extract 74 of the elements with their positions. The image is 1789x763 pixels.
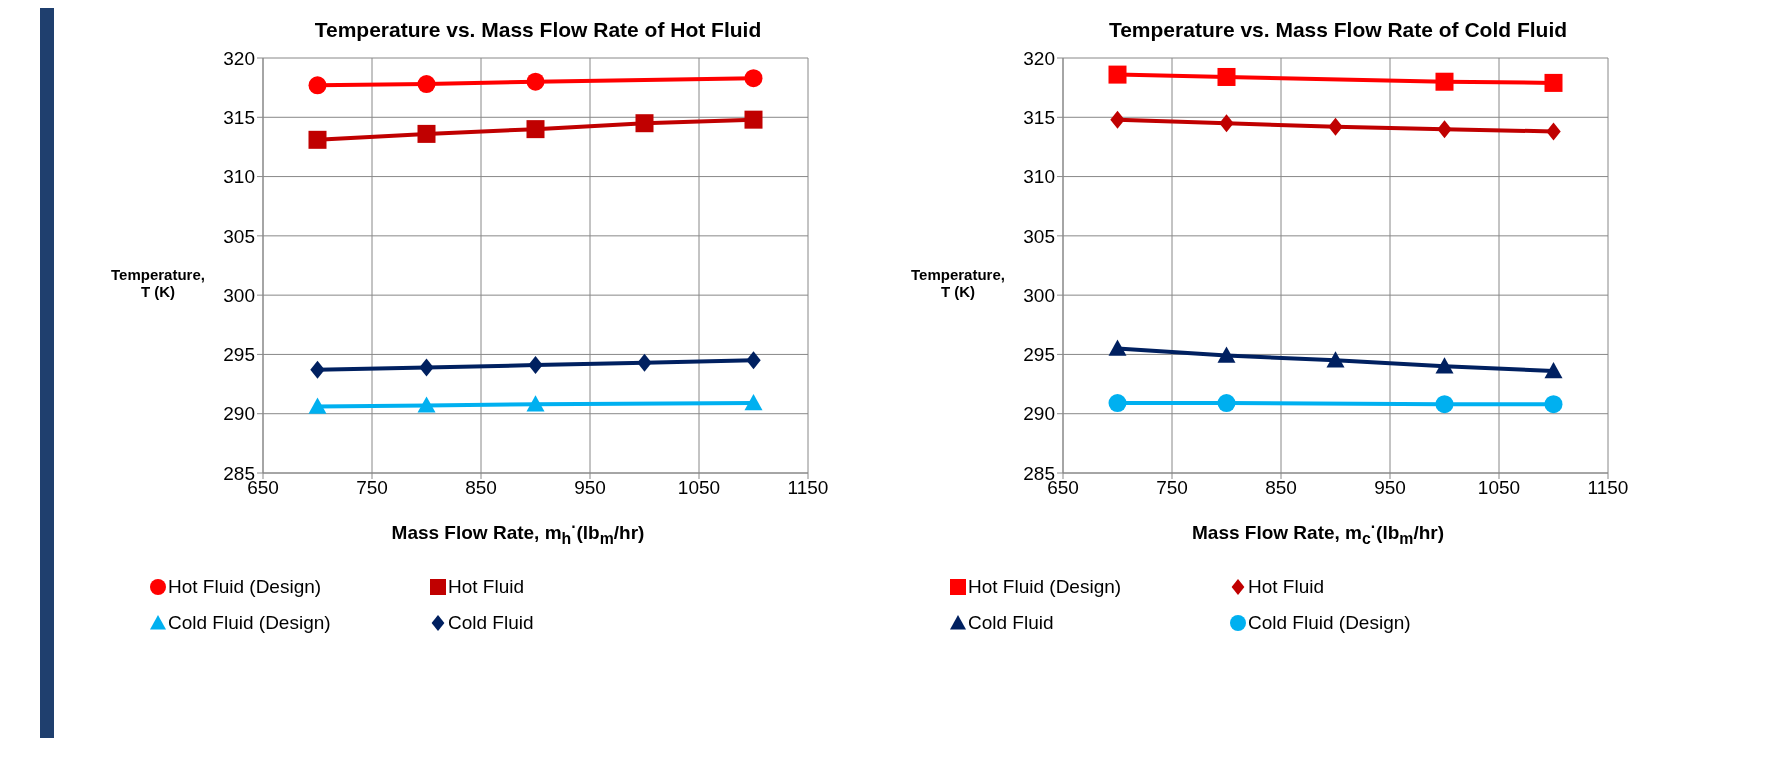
y-tick-label: 310 <box>1023 166 1055 188</box>
point <box>417 396 436 413</box>
point <box>526 395 545 412</box>
x-tick-label: 1050 <box>677 477 721 499</box>
legend-label: Cold Fluid <box>448 612 534 635</box>
point <box>1435 395 1454 414</box>
legend-label: Hot Fluid (Design) <box>968 576 1122 599</box>
point <box>417 124 436 143</box>
y-tick-label: 300 <box>1023 284 1055 306</box>
point <box>417 75 436 94</box>
y-tick-label: 290 <box>1023 403 1055 425</box>
point <box>1219 114 1234 133</box>
point <box>1544 395 1563 414</box>
y-tick-label: 300 <box>223 284 255 306</box>
y-tick-label: 305 <box>223 225 255 247</box>
x-tick-label: 1050 <box>1477 477 1521 499</box>
y-tick-label: 315 <box>1023 107 1055 129</box>
x-tick-label: 1150 <box>787 477 829 499</box>
point <box>1108 339 1127 356</box>
y-tick-label: 320 <box>223 47 255 69</box>
legend-label: Cold Fluid (Design) <box>1248 612 1411 635</box>
point <box>1437 120 1452 139</box>
point <box>1544 362 1563 379</box>
point <box>1217 394 1236 413</box>
y-tick-label: 315 <box>223 107 255 129</box>
y-tick-label: 310 <box>223 166 255 188</box>
x-tick-label: 950 <box>574 477 606 499</box>
point <box>637 353 652 372</box>
y-axis-title: Temperature, T (K) <box>910 266 1006 300</box>
point <box>1108 65 1127 84</box>
point <box>1435 72 1454 91</box>
y-tick-label: 320 <box>1023 47 1055 69</box>
point <box>528 356 543 375</box>
y-axis-title: Temperature, T (K) <box>110 266 206 300</box>
legend-label: Hot Fluid (Design) <box>168 576 322 599</box>
x-tick-label: 750 <box>1156 477 1188 499</box>
x-axis-title: Mass Flow Rate, m$_{c}$$^{·}$(lb$_{m}$/hr) <box>1191 518 1445 549</box>
point <box>1544 73 1563 92</box>
point <box>744 110 763 129</box>
point <box>526 120 545 139</box>
point <box>746 351 761 370</box>
x-tick-label: 750 <box>356 477 388 499</box>
point <box>744 394 763 411</box>
y-tick-label: 305 <box>1023 225 1055 247</box>
point <box>1217 67 1236 86</box>
point <box>1326 351 1345 368</box>
point <box>1328 117 1343 136</box>
point <box>1110 110 1125 129</box>
point <box>1217 346 1236 363</box>
point <box>310 360 325 379</box>
legend-label: Cold Fluid <box>968 612 1054 635</box>
legend-label: Hot Fluid <box>1248 576 1325 599</box>
x-axis-title: Mass Flow Rate, m$_{h}$$^{·}$(lb$_{m}$/hr) <box>390 518 646 549</box>
point <box>308 76 327 95</box>
y-tick-label: 295 <box>223 344 255 366</box>
y-tick-label: 290 <box>223 403 255 425</box>
x-tick-label: 1150 <box>1587 477 1629 499</box>
point <box>308 130 327 149</box>
chart-title: Temperature vs. Mass Flow Rate of Cold Fluid <box>1107 18 1569 42</box>
x-tick-label: 850 <box>465 477 497 499</box>
point <box>744 69 763 88</box>
point <box>526 72 545 91</box>
point <box>635 114 654 133</box>
legend-label: Hot Fluid <box>448 576 525 599</box>
legend-label: Cold Fluid (Design) <box>168 612 331 635</box>
chart-title: Temperature vs. Mass Flow Rate of Hot Fluid <box>313 18 763 42</box>
point <box>419 358 434 377</box>
x-tick-label: 850 <box>1265 477 1297 499</box>
x-tick-label: 950 <box>1374 477 1406 499</box>
y-tick-label: 295 <box>1023 344 1055 366</box>
point <box>1435 357 1454 374</box>
point <box>1546 122 1561 141</box>
point <box>308 397 327 414</box>
point <box>1108 394 1127 413</box>
